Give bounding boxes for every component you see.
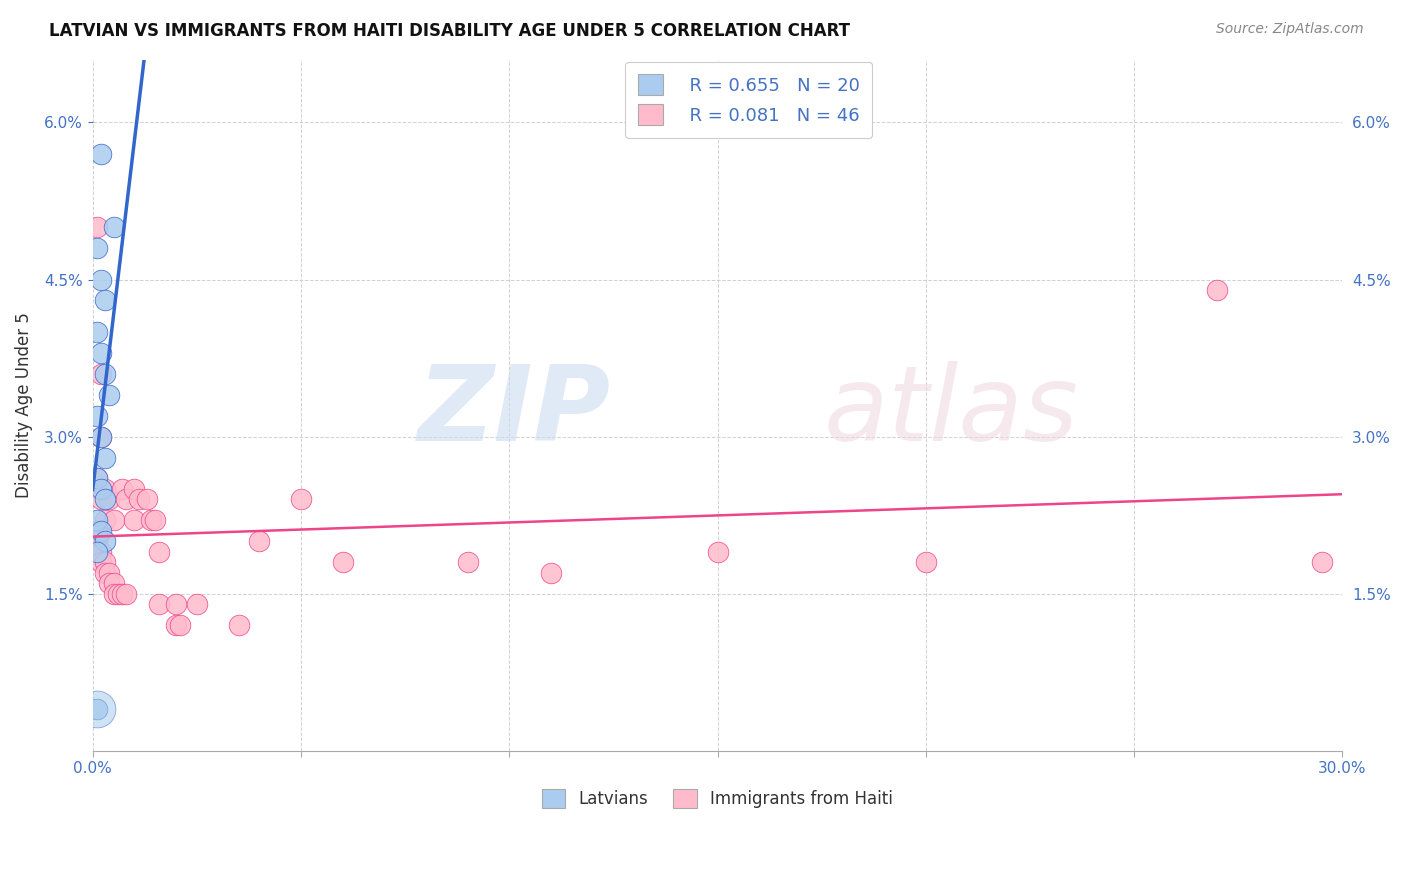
Point [332, 555, 354, 569]
Point [86, 220, 108, 235]
Point [90, 367, 112, 381]
Point [135, 492, 157, 507]
Point [128, 492, 150, 507]
Point [165, 597, 187, 611]
Point [103, 576, 125, 591]
Point [86, 471, 108, 485]
Point [90, 482, 112, 496]
Point [148, 597, 170, 611]
Point [457, 555, 479, 569]
Point [94, 293, 117, 308]
Point [94, 566, 117, 580]
Point [98, 492, 121, 507]
Point [90, 492, 112, 507]
Y-axis label: Disability Age Under 5: Disability Age Under 5 [15, 312, 32, 498]
Point [111, 482, 134, 496]
Point [1310, 555, 1333, 569]
Point [914, 555, 936, 569]
Point [143, 513, 166, 527]
Point [90, 272, 112, 286]
Point [90, 555, 112, 569]
Point [86, 471, 108, 485]
Point [103, 220, 125, 235]
Point [98, 576, 121, 591]
Point [86, 513, 108, 527]
Point [86, 409, 108, 423]
Point [94, 492, 117, 507]
Point [90, 429, 112, 443]
Point [94, 513, 117, 527]
Point [86, 545, 108, 559]
Text: atlas: atlas [824, 361, 1078, 463]
Point [86, 325, 108, 339]
Point [165, 618, 187, 632]
Point [540, 566, 562, 580]
Point [94, 450, 117, 465]
Point [90, 146, 112, 161]
Point [107, 587, 129, 601]
Point [98, 566, 121, 580]
Point [86, 524, 108, 538]
Point [94, 555, 117, 569]
Point [247, 534, 270, 549]
Point [90, 346, 112, 360]
Point [103, 587, 125, 601]
Point [94, 482, 117, 496]
Point [94, 534, 117, 549]
Point [90, 429, 112, 443]
Point [169, 618, 191, 632]
Point [86, 702, 108, 716]
Point [139, 513, 162, 527]
Point [115, 587, 138, 601]
Text: ZIP: ZIP [418, 361, 612, 463]
Point [290, 492, 312, 507]
Point [111, 587, 134, 601]
Point [86, 702, 108, 716]
Point [706, 545, 728, 559]
Point [90, 524, 112, 538]
Point [90, 545, 112, 559]
Point [98, 388, 121, 402]
Point [1206, 283, 1229, 297]
Text: Source: ZipAtlas.com: Source: ZipAtlas.com [1216, 22, 1364, 37]
Point [94, 367, 117, 381]
Point [124, 513, 146, 527]
Point [86, 534, 108, 549]
Point [124, 482, 146, 496]
Point [228, 618, 250, 632]
Point [186, 597, 208, 611]
Text: LATVIAN VS IMMIGRANTS FROM HAITI DISABILITY AGE UNDER 5 CORRELATION CHART: LATVIAN VS IMMIGRANTS FROM HAITI DISABIL… [49, 22, 851, 40]
Legend: Latvians, Immigrants from Haiti: Latvians, Immigrants from Haiti [536, 782, 900, 815]
Point [115, 492, 138, 507]
Point [86, 241, 108, 255]
Point [148, 545, 170, 559]
Point [103, 513, 125, 527]
